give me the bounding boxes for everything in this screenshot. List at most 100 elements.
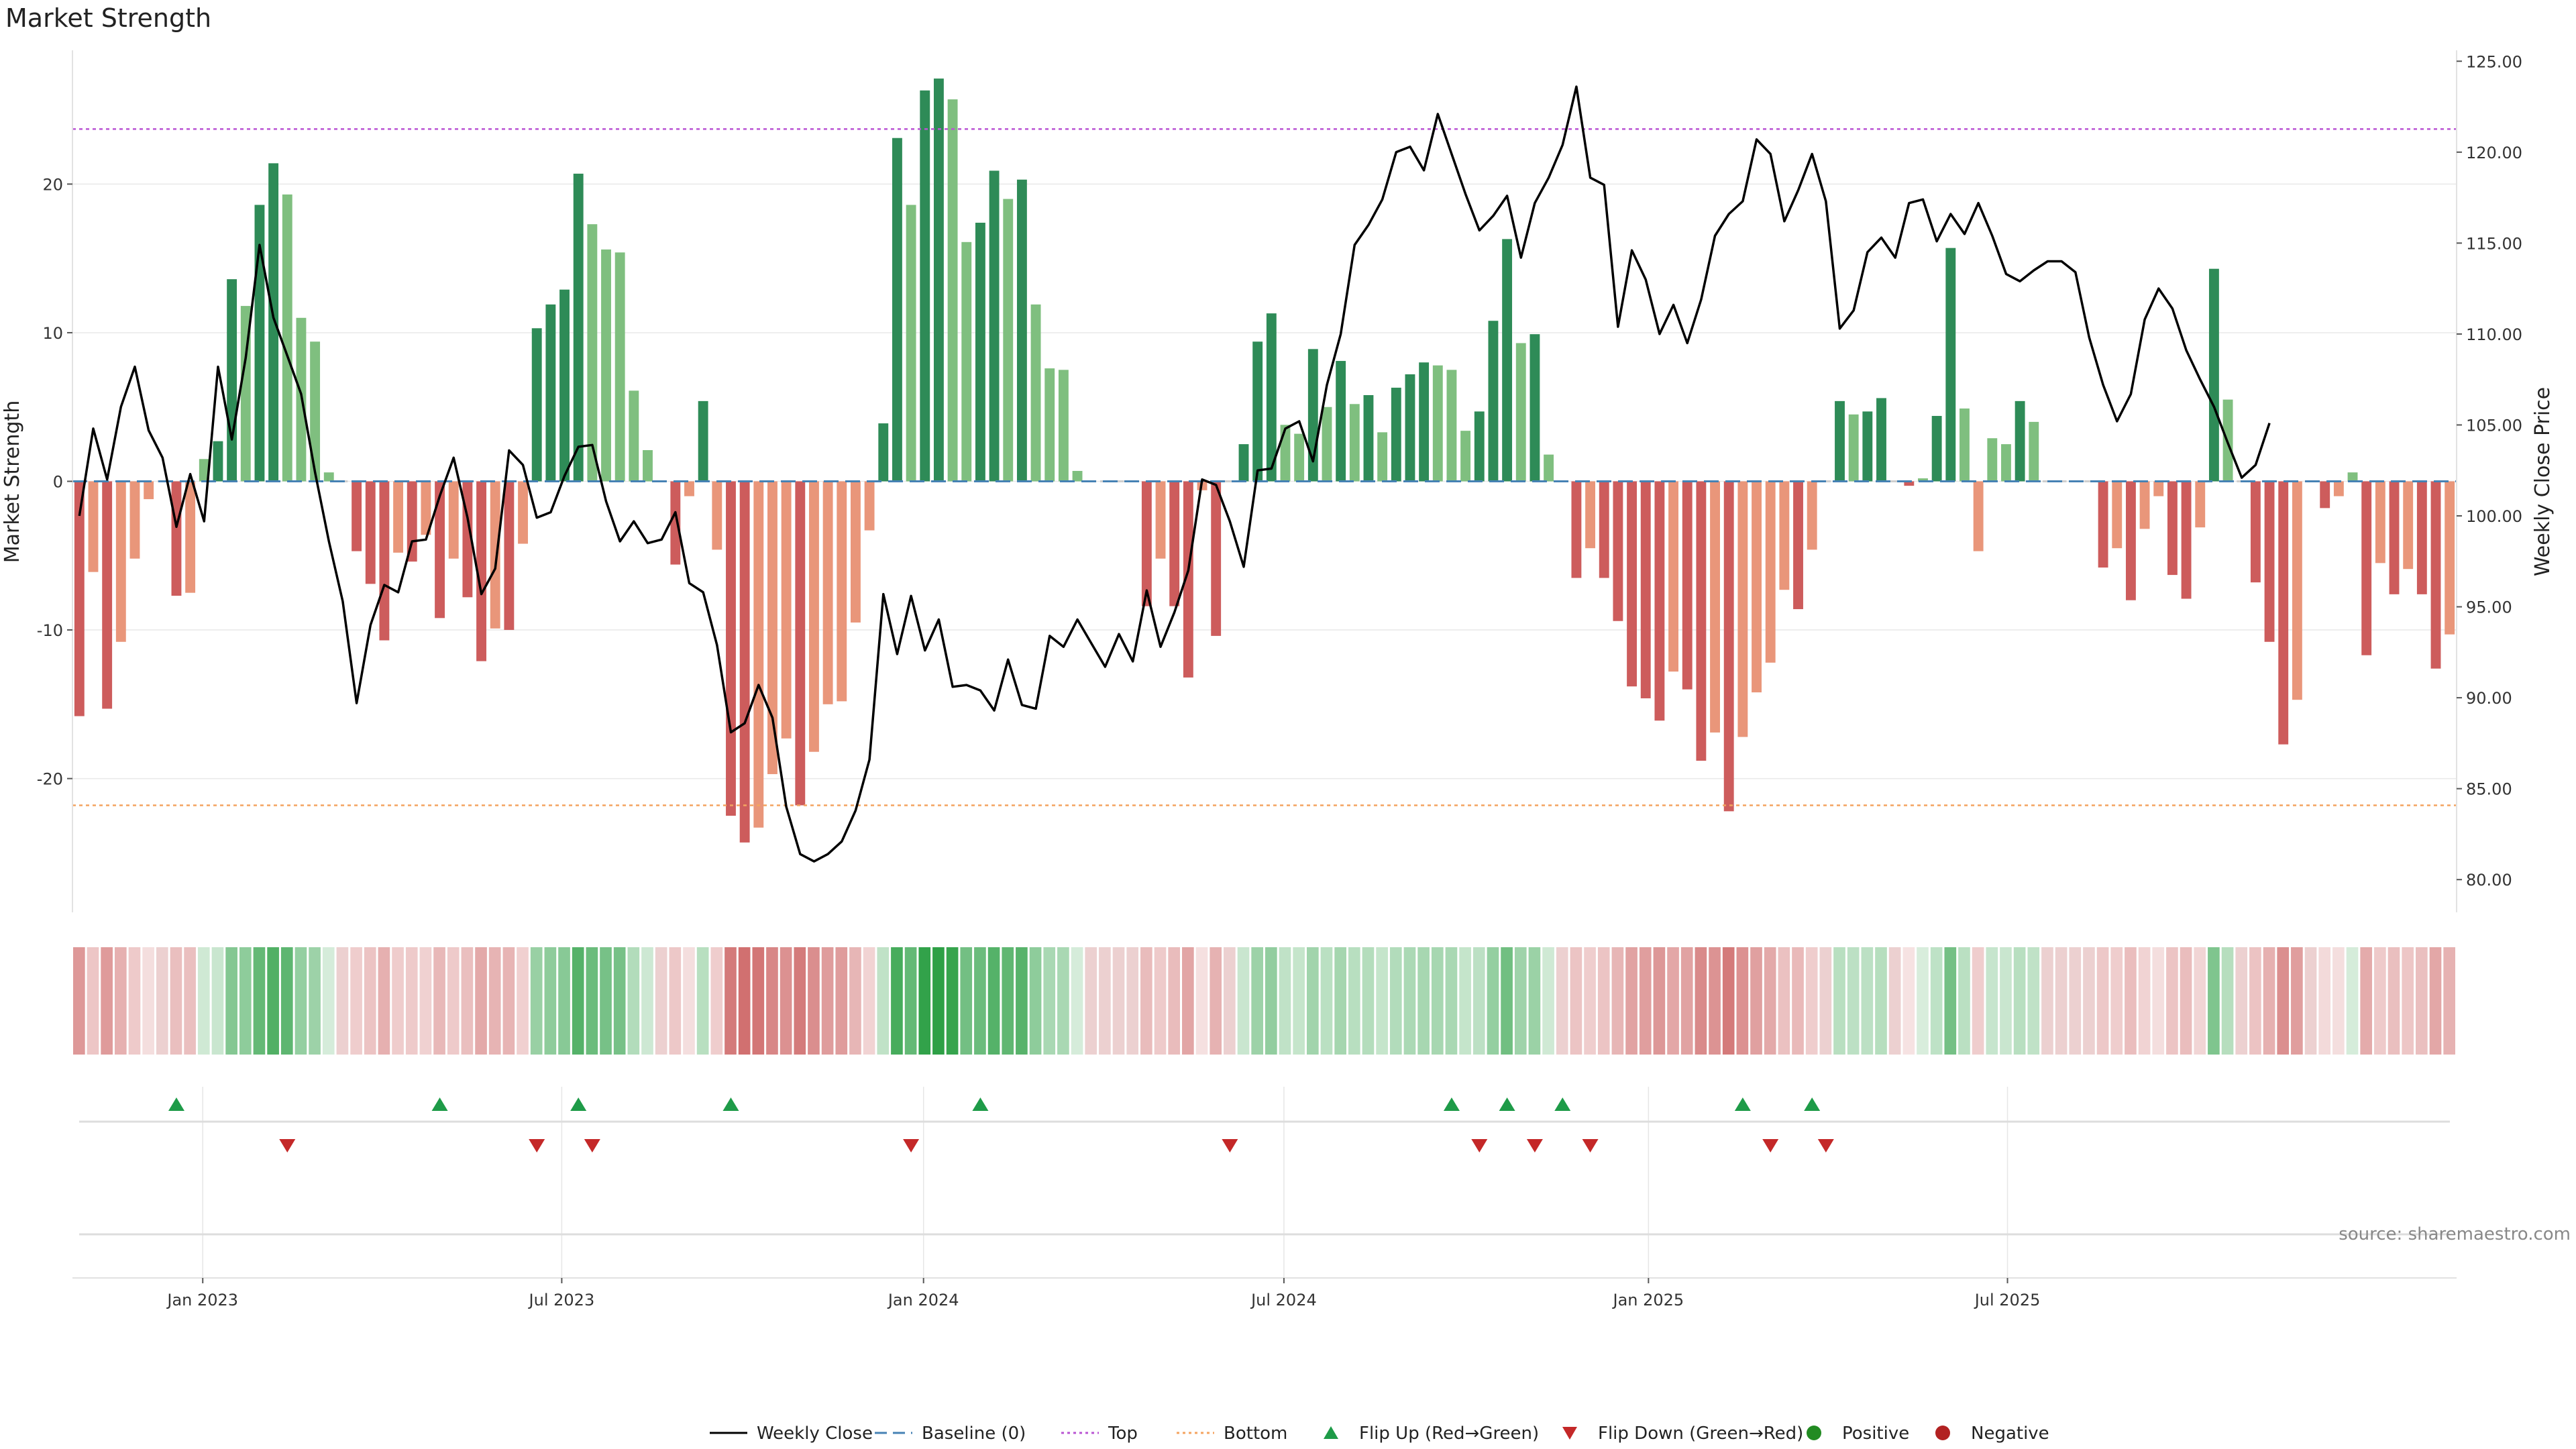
flip-up-marker — [1804, 1097, 1821, 1111]
y-right-tick-label: 95.00 — [2466, 598, 2512, 617]
strength-bar — [323, 472, 334, 482]
heat-cell — [738, 947, 751, 1055]
strength-bar — [1322, 407, 1332, 482]
heat-cell — [849, 947, 861, 1055]
heat-cell — [1584, 947, 1596, 1055]
strength-bar — [2278, 481, 2289, 745]
heat-cell — [1667, 947, 1679, 1055]
strength-bar — [1363, 395, 1374, 482]
y-left-tick-label: -20 — [37, 770, 63, 789]
heat-cell — [502, 947, 515, 1055]
heat-cell — [2318, 947, 2331, 1055]
heat-cell — [1445, 947, 1458, 1055]
legend-label: Bottom — [1224, 1424, 1287, 1444]
strength-bar — [1682, 481, 1693, 690]
strength-bar — [601, 249, 611, 482]
strength-bar — [1432, 365, 1443, 482]
strength-bar — [352, 481, 362, 551]
legend-swatch-up — [1324, 1426, 1338, 1439]
heat-cell — [2096, 947, 2109, 1055]
strength-bar — [878, 423, 889, 482]
strength-bar — [1238, 444, 1249, 482]
strength-bar — [2361, 481, 2372, 655]
strength-bar — [573, 173, 584, 482]
reference-lines — [72, 128, 2457, 806]
strength-bar — [1640, 481, 1651, 698]
heat-cell — [1709, 947, 1721, 1055]
strength-bar — [2320, 481, 2330, 508]
strength-bar — [739, 481, 750, 843]
heat-cell — [669, 947, 682, 1055]
flip-down-marker — [1222, 1139, 1238, 1152]
strength-bar — [2347, 472, 2358, 482]
strength-bar — [2139, 481, 2150, 529]
grid — [72, 183, 2457, 1278]
strength-bar — [1627, 481, 1638, 687]
heat-cell — [821, 947, 834, 1055]
strength-bar — [1446, 370, 1457, 482]
strength-bar — [1654, 481, 1665, 721]
strength-bar — [1765, 481, 1776, 663]
x-tick-label: Jan 2024 — [887, 1291, 959, 1309]
heat-cell — [1071, 947, 1083, 1055]
legend-swatch-circle — [1935, 1426, 1950, 1440]
flip-down-marker — [1762, 1139, 1779, 1152]
heat-cell — [1237, 947, 1250, 1055]
flip-markers — [79, 1097, 2450, 1236]
heat-cell — [2332, 947, 2345, 1055]
strength-bar — [1835, 400, 1845, 482]
strength-bar — [822, 481, 833, 704]
heat-cell — [1695, 947, 1707, 1055]
heat-cell — [225, 947, 237, 1055]
heat-cell — [1168, 947, 1181, 1055]
heat-cell — [1556, 947, 1568, 1055]
strength-bar — [282, 194, 292, 482]
heat-cell — [1764, 947, 1776, 1055]
heat-cell — [613, 947, 626, 1055]
strength-bar — [1391, 387, 1401, 482]
heat-cell — [655, 947, 667, 1055]
heat-cell — [239, 947, 252, 1055]
strength-bar — [435, 481, 445, 619]
strength-bar — [379, 481, 390, 641]
strength-bar — [1599, 481, 1609, 578]
strength-bar — [837, 481, 847, 702]
heat-cell — [1487, 947, 1499, 1055]
strength-bar — [115, 481, 126, 642]
heat-cell — [1514, 947, 1527, 1055]
y-right-tick-label: 100.00 — [2466, 507, 2522, 526]
heat-cell — [87, 947, 99, 1055]
heat-cell — [1182, 947, 1194, 1055]
strength-bar — [1224, 480, 1235, 482]
heat-cell — [2443, 947, 2455, 1055]
strength-bar — [767, 481, 777, 774]
heat-cell — [211, 947, 224, 1055]
heat-cell — [447, 947, 460, 1055]
strength-bar — [448, 481, 459, 559]
heat-cell — [2249, 947, 2261, 1055]
heat-cell — [586, 947, 598, 1055]
heat-cell — [1570, 947, 1582, 1055]
strength-bar — [102, 481, 113, 709]
legend: Weekly Close Baseline (0) Top Bottom Flip Up… — [710, 1424, 2049, 1444]
heat-cell — [1279, 947, 1291, 1055]
strength-bar — [1488, 321, 1499, 482]
heat-cell — [2027, 947, 2040, 1055]
heat-cell — [766, 947, 778, 1055]
heat-cell — [891, 947, 903, 1055]
heat-cell — [1320, 947, 1333, 1055]
strength-bar — [1502, 239, 1513, 482]
heat-cell — [752, 947, 765, 1055]
flip-down-marker — [279, 1139, 296, 1152]
strength-bar — [227, 279, 237, 482]
strength-bar — [712, 481, 722, 550]
heat-cell — [2180, 947, 2192, 1055]
strength-bar — [920, 90, 930, 482]
strength-bar — [2208, 268, 2219, 482]
strength-bar — [2153, 481, 2164, 496]
heat-cell — [1792, 947, 1804, 1055]
flip-up-marker — [1499, 1097, 1515, 1111]
heat-cell — [1016, 947, 1028, 1055]
strength-bar — [1613, 481, 1623, 621]
strength-bar — [1155, 481, 1166, 559]
